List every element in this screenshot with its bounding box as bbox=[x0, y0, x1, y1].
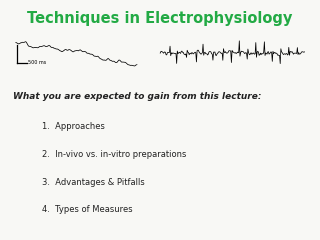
Text: 500 ms: 500 ms bbox=[28, 60, 46, 65]
Text: What you are expected to gain from this lecture:: What you are expected to gain from this … bbox=[13, 92, 261, 101]
Text: 4.  Types of Measures: 4. Types of Measures bbox=[42, 205, 132, 214]
Text: 2.  In-vivo vs. in-vitro preparations: 2. In-vivo vs. in-vitro preparations bbox=[42, 150, 186, 159]
Text: 1.  Approaches: 1. Approaches bbox=[42, 122, 104, 132]
Text: 3.  Advantages & Pitfalls: 3. Advantages & Pitfalls bbox=[42, 178, 144, 187]
Text: Techniques in Electrophysiology: Techniques in Electrophysiology bbox=[27, 11, 293, 26]
